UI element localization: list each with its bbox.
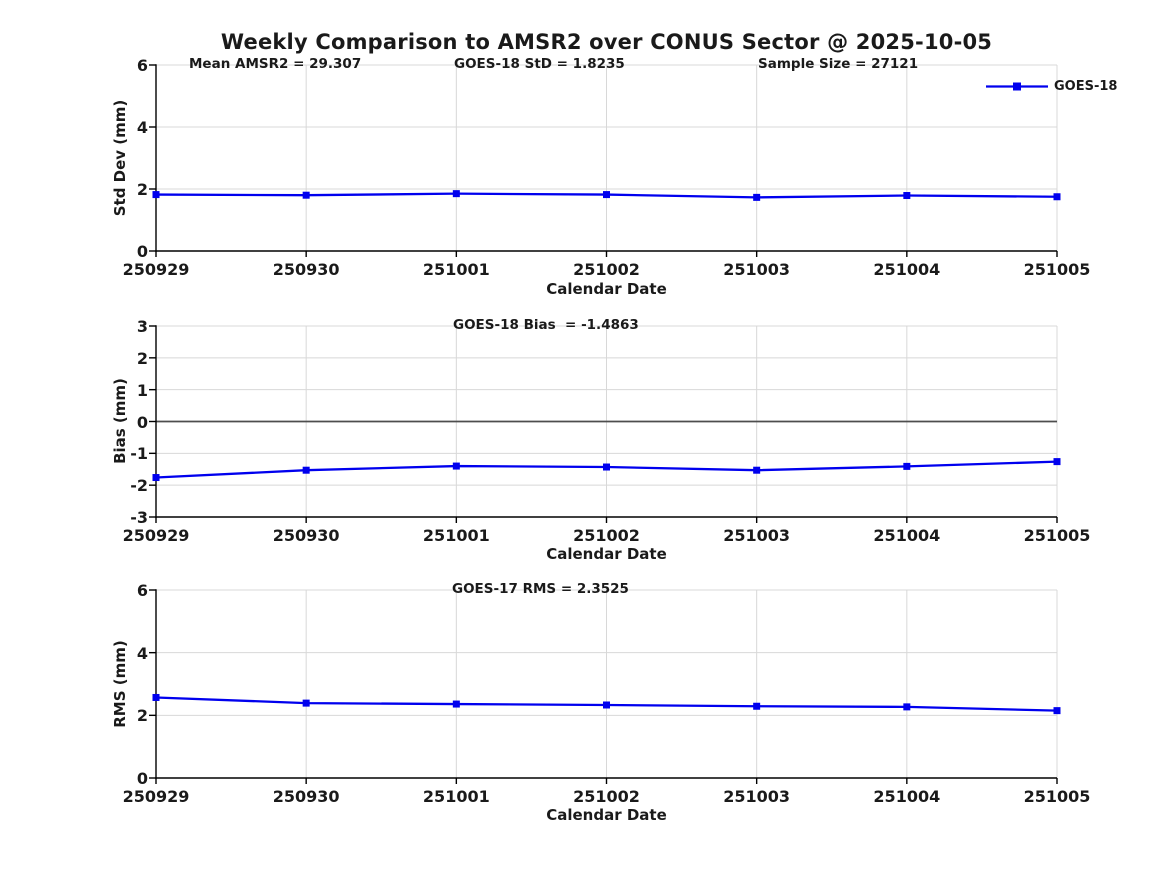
data-point-marker [603, 701, 610, 709]
y-tick-label: 2 [136, 706, 148, 726]
y-tick-label: -1 [130, 444, 148, 464]
x-tick-label: 251003 [723, 260, 791, 279]
y-tick-label: -3 [130, 508, 148, 527]
data-point-marker [1053, 707, 1061, 715]
data-point-marker [603, 463, 610, 471]
x-axis-label-calendar-date-1: Calendar Date [546, 280, 667, 298]
data-point-marker [152, 474, 160, 482]
data-point-marker [1053, 193, 1061, 201]
x-tick-label: 251002 [573, 260, 640, 279]
y-tick-label: 2 [136, 348, 148, 368]
y-tick-label: 2 [136, 180, 148, 199]
x-axis-label-calendar-date-3: Calendar Date [546, 806, 667, 824]
data-point-marker [903, 192, 911, 200]
y-axis-label-stddev: Std Dev (mm) [111, 99, 129, 217]
x-tick-label: 251002 [573, 526, 640, 545]
x-tick-label: 251004 [873, 526, 941, 545]
x-tick-label: 251001 [422, 260, 490, 279]
figure-title: Weekly Comparison to AMSR2 over CONUS Se… [220, 30, 993, 54]
y-tick-label: 4 [136, 643, 148, 663]
legend-label: GOES-18 [1054, 79, 1118, 94]
x-tick-label: 251001 [422, 526, 490, 545]
annotation-goes18-bias: GOES-18 Bias = -1.4863 [453, 317, 639, 333]
x-tick-label: 251003 [723, 526, 791, 545]
data-point-marker [753, 193, 761, 201]
y-tick-label: -2 [130, 476, 148, 496]
annotation-goes18-std: GOES-18 StD = 1.8235 [454, 56, 625, 72]
x-tick-label: 251001 [422, 787, 490, 806]
y-tick-label: 1 [136, 380, 148, 400]
data-point-marker [452, 190, 460, 198]
legend: GOES-18 [985, 78, 1117, 95]
y-tick-label: 6 [136, 56, 148, 75]
x-axis-label-calendar-date-2: Calendar Date [546, 545, 667, 563]
x-tick-label: 250929 [122, 260, 190, 279]
data-point-marker [603, 191, 610, 199]
data-point-marker [753, 702, 761, 710]
x-tick-label: 251004 [873, 260, 941, 279]
x-tick-label: 250929 [122, 787, 190, 806]
y-tick-label: 0 [136, 769, 148, 788]
x-tick-label: 250930 [272, 260, 340, 279]
data-point-marker [452, 462, 460, 470]
x-tick-label: 250930 [272, 526, 340, 545]
x-tick-label: 251003 [723, 787, 791, 806]
x-tick-label: 251005 [1023, 260, 1091, 279]
x-tick-label: 251005 [1023, 526, 1091, 545]
y-tick-label: 0 [136, 242, 148, 261]
annotation-mean-amsr2: Mean AMSR2 = 29.307 [189, 56, 362, 72]
data-point-marker [1053, 458, 1061, 466]
data-point-marker [302, 466, 310, 474]
y-tick-label: 4 [136, 118, 148, 137]
x-tick-label: 251005 [1023, 787, 1091, 806]
data-point-marker [903, 703, 911, 711]
legend-line-marker-icon [986, 82, 1048, 91]
annotation-goes17-rms: GOES-17 RMS = 2.3525 [452, 581, 629, 597]
annotation-sample-size: Sample Size = 27121 [758, 56, 919, 72]
data-point-marker [452, 700, 460, 708]
y-tick-label: 6 [136, 581, 148, 600]
data-point-marker [152, 693, 160, 701]
x-tick-label: 250930 [272, 787, 340, 806]
y-tick-label: 0 [136, 412, 148, 432]
data-point-marker [753, 466, 761, 474]
data-point-marker [152, 191, 160, 199]
data-point-marker [302, 191, 310, 199]
y-axis-label-rms: RMS (mm) [111, 640, 129, 728]
x-tick-label: 250929 [122, 526, 190, 545]
x-tick-label: 251004 [873, 787, 941, 806]
y-tick-label: 3 [136, 317, 148, 336]
x-tick-label: 251002 [573, 787, 640, 806]
data-point-marker [903, 462, 911, 470]
data-point-marker [302, 699, 310, 707]
